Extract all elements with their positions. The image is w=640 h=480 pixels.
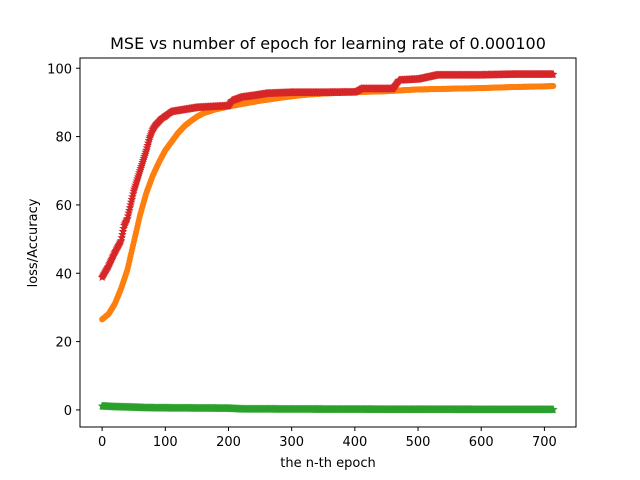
x-tick-label: 700 <box>532 435 557 450</box>
y-tick-label: 100 <box>47 62 72 77</box>
data-point <box>550 83 557 90</box>
x-tick-label: 200 <box>216 435 241 450</box>
x-tick-label: 100 <box>153 435 178 450</box>
x-tick-label: 600 <box>469 435 494 450</box>
data-point <box>117 233 126 242</box>
y-tick-label: 80 <box>55 131 72 146</box>
x-axis-label: the n-th epoch <box>280 456 375 471</box>
y-tick-label: 0 <box>64 404 72 419</box>
series-1 <box>97 69 558 281</box>
y-tick-label: 60 <box>55 199 72 214</box>
series-0 <box>99 83 557 323</box>
x-axis: 0 100 200 300 400 500 600 700 <box>98 427 557 450</box>
plot-frame <box>79 57 577 428</box>
series-layer <box>97 69 558 414</box>
data-point <box>119 223 128 233</box>
x-tick-label: 300 <box>279 435 304 450</box>
y-axis: 0 20 40 60 80 100 <box>47 62 80 419</box>
y-tick-label: 40 <box>55 267 72 282</box>
x-tick-label: 0 <box>98 435 106 450</box>
chart-title: MSE vs number of epoch for learning rate… <box>110 34 546 53</box>
data-point <box>548 69 558 79</box>
data-point <box>118 230 127 239</box>
data-point <box>118 227 128 236</box>
y-tick-label: 20 <box>55 336 72 351</box>
series-2 <box>97 401 558 414</box>
x-tick-label: 500 <box>406 435 431 450</box>
y-axis-label: loss/Accuracy <box>26 198 41 287</box>
x-tick-label: 400 <box>342 435 367 450</box>
data-point <box>116 236 126 245</box>
data-point <box>548 405 558 414</box>
